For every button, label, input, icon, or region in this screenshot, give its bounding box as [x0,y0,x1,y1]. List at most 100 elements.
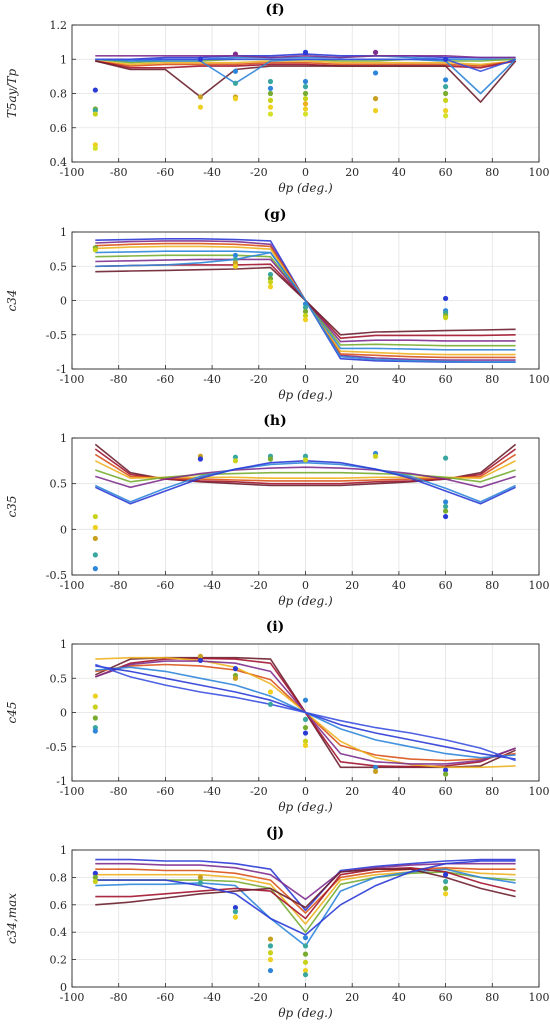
y-axis-label: c34,max [5,893,19,944]
series-line [95,251,516,363]
scatter-point [92,111,98,117]
scatter-point [302,49,309,56]
scatter-point [372,768,379,775]
scatter-point [197,874,204,881]
x-tick-label: 20 [345,991,359,1004]
y-tick-label: 1.2 [50,19,68,32]
y-tick-label: 1 [60,432,67,445]
plot-panel: -100 -80 -60 -40 -20 0 20 40 60 80 100 0 0.2 0.4 0.6 0.… [5,844,550,1020]
x-axis-label: θp (deg.) [278,800,333,814]
scatter-point [443,878,449,885]
scatter-point [372,453,379,459]
x-tick-label: 100 [529,373,550,386]
x-tick-label: -100 [60,579,85,592]
scatter-point [302,78,309,85]
scatter-point [92,552,98,558]
x-tick-label: -20 [250,991,268,1004]
scatter-point [302,697,309,703]
x-tick-label: -40 [203,166,221,179]
y-tick-label: 0.8 [50,88,68,101]
scatter-point [197,94,204,100]
scatter-point [232,454,239,460]
x-tick-label: -80 [110,579,128,592]
scatter-point [232,458,239,464]
scatter-point [267,701,274,707]
y-axis-label: c45 [5,702,19,724]
x-tick-label: -20 [250,785,268,798]
y-tick-label: -1 [56,363,67,376]
scatter-point [232,252,239,258]
series-line [95,54,516,59]
scatter-point [302,317,309,323]
y-tick-label: -1 [56,775,67,788]
scatter-point [92,728,98,734]
y-tick-label: 0.5 [50,672,68,685]
y-axis-label: c35 [5,496,19,518]
scatter-point [443,84,449,90]
y-tick-label: 0.8 [50,871,68,884]
series-group [92,653,516,777]
scatter-point [92,566,98,572]
scatter-point [232,263,239,269]
x-tick-label: 80 [485,166,499,179]
x-axis-label: θp (deg.) [278,1006,333,1020]
scatter-point [232,914,239,920]
scatter-point [92,247,98,253]
scatter-point [92,535,98,542]
scatter-point [302,716,309,722]
scatter-point [92,693,98,699]
x-tick-label: 100 [529,785,550,798]
scatter-point [302,972,309,978]
x-tick-label: -20 [250,166,268,179]
scatter-point [267,78,274,85]
x-tick-label: -40 [203,785,221,798]
scatter-point [443,503,449,510]
x-tick-label: -20 [250,373,268,386]
scatter-point [443,108,449,114]
scatter-point [302,111,309,117]
panel-label-h: (h) [263,413,287,429]
x-tick-label: 60 [439,991,453,1004]
scatter-point [267,90,274,97]
scatter-point [443,508,449,514]
x-tick-label: -40 [203,373,221,386]
scatter-point [267,85,274,91]
y-tick-label: 0 [60,523,67,536]
scatter-point [443,872,449,878]
x-tick-label: 0 [302,785,309,798]
scatter-point [302,304,309,310]
x-tick-label: 60 [439,579,453,592]
series-group [92,238,516,363]
series-line [95,866,516,914]
series-line [95,860,516,936]
x-tick-label: 80 [485,373,499,386]
series-group [92,49,517,151]
scatter-point [443,499,449,505]
scatter-point [302,96,309,102]
x-tick-label: 20 [345,579,359,592]
x-axis-label: θp (deg.) [278,181,333,195]
plot-panel: -100 -80 -60 -40 -20 0 20 40 60 80 100 -1 -0.5 0 0.5 1 θ… [5,638,550,814]
scatter-point [443,97,449,103]
scatter-point [232,909,239,915]
y-tick-label: 0.2 [50,954,68,967]
y-tick-label: 1 [60,638,67,651]
scatter-point [302,312,309,319]
x-tick-label: 80 [485,991,499,1004]
x-tick-label: -60 [157,991,175,1004]
series-line [94,461,516,503]
series-line [94,453,517,482]
series-line [95,466,516,489]
scatter-point [267,957,274,963]
series-line [95,60,516,66]
x-tick-label: 20 [345,785,359,798]
x-tick-label: 40 [392,579,406,592]
scatter-point [372,70,379,76]
y-tick-label: 0.5 [50,478,68,491]
scatter-point [443,295,449,302]
x-tick-label: 100 [529,991,550,1004]
y-tick-label: 0.4 [50,156,68,169]
x-tick-label: 60 [439,785,453,798]
scatter-point [302,943,309,949]
